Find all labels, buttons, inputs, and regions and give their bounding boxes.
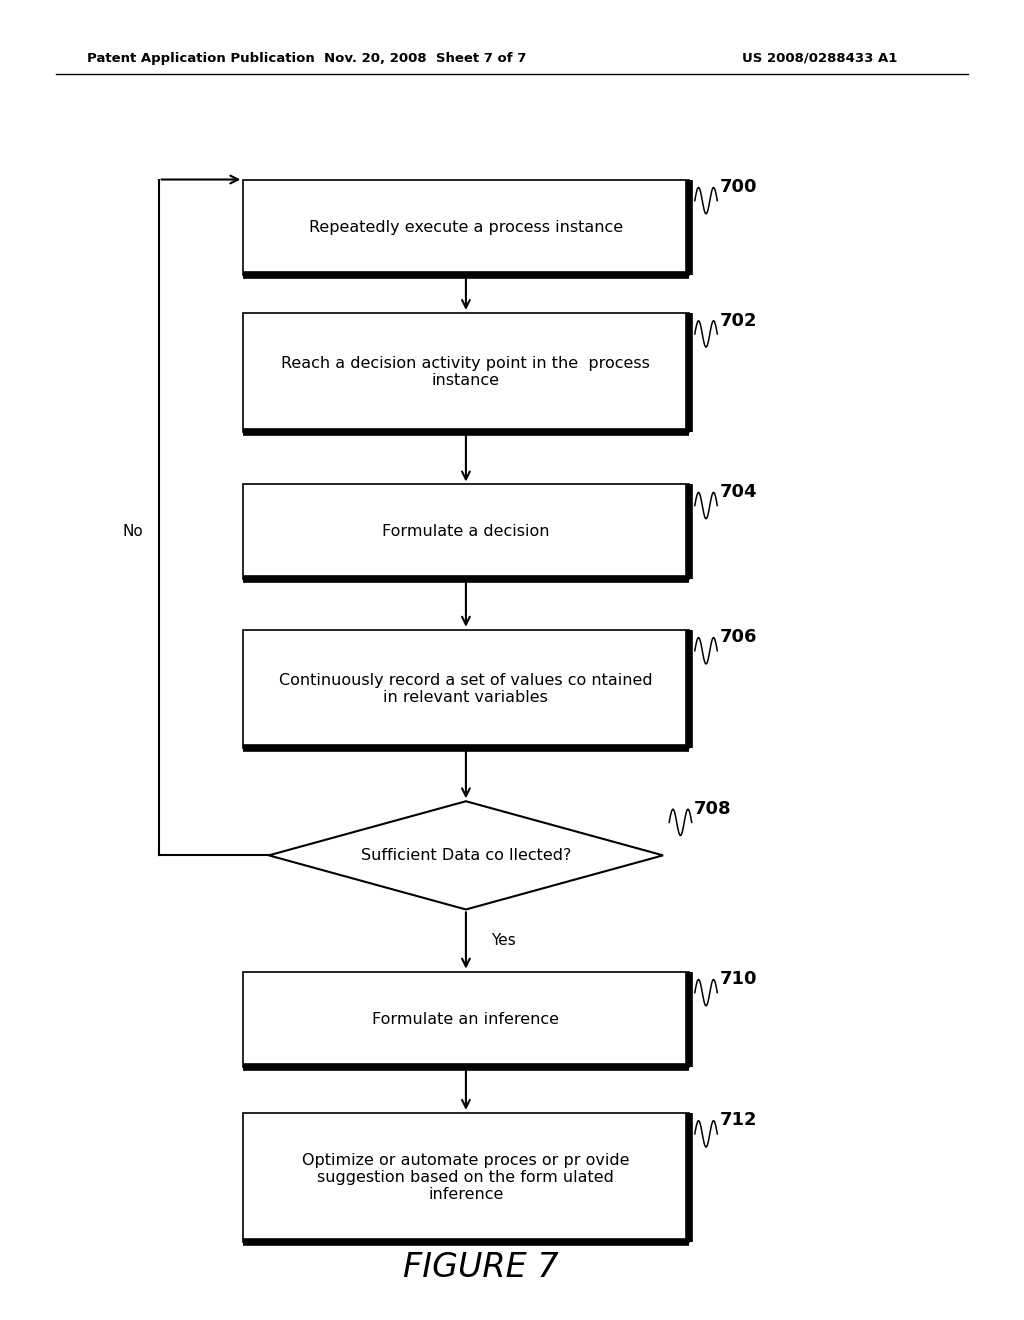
Text: 710: 710 (719, 970, 757, 989)
Bar (244, 180, 688, 275)
Text: Nov. 20, 2008  Sheet 7 of 7: Nov. 20, 2008 Sheet 7 of 7 (324, 51, 526, 65)
Text: 708: 708 (694, 800, 731, 818)
Text: Repeatedly execute a process instance: Repeatedly execute a process instance (309, 219, 623, 235)
Bar (244, 972, 688, 1067)
Text: No: No (123, 524, 143, 540)
Text: 700: 700 (719, 178, 757, 197)
Text: Sufficient Data co llected?: Sufficient Data co llected? (360, 847, 571, 863)
Bar (244, 313, 688, 432)
Bar (244, 972, 688, 1067)
Text: US 2008/0288433 A1: US 2008/0288433 A1 (741, 51, 897, 65)
Text: 704: 704 (719, 483, 757, 502)
Bar (244, 484, 688, 579)
Bar (244, 180, 688, 275)
Bar (244, 1113, 688, 1242)
Bar (244, 630, 688, 748)
Text: Reach a decision activity point in the  process
instance: Reach a decision activity point in the p… (282, 356, 650, 388)
Text: Patent Application Publication: Patent Application Publication (87, 51, 314, 65)
Bar (244, 630, 688, 748)
Bar (244, 484, 688, 579)
Text: 706: 706 (719, 628, 757, 647)
Bar (244, 1113, 688, 1242)
Text: Formulate an inference: Formulate an inference (373, 1011, 559, 1027)
Text: 712: 712 (719, 1111, 757, 1130)
Polygon shape (268, 801, 664, 909)
Bar (244, 313, 688, 432)
Text: Optimize or automate proces or pr ovide
suggestion based on the form ulated
infe: Optimize or automate proces or pr ovide … (302, 1152, 630, 1203)
Text: Yes: Yes (492, 933, 516, 948)
Text: 702: 702 (719, 312, 757, 330)
Text: FIGURE 7: FIGURE 7 (403, 1251, 559, 1283)
Text: Formulate a decision: Formulate a decision (382, 524, 550, 540)
Text: Continuously record a set of values co ntained
in relevant variables: Continuously record a set of values co n… (280, 673, 652, 705)
